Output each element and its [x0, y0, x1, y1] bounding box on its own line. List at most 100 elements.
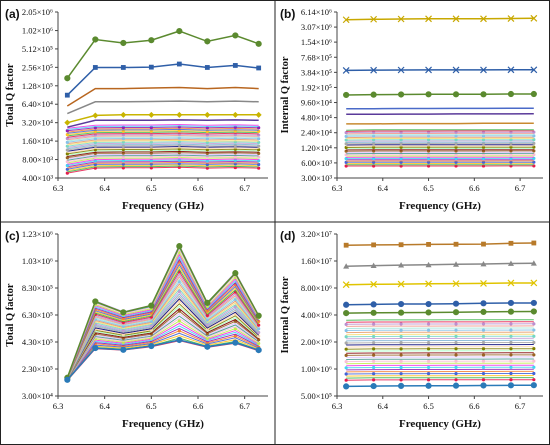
band-series-line: [67, 148, 259, 155]
series-point: [148, 342, 155, 350]
series-line: [346, 122, 534, 125]
series-point: [452, 309, 460, 316]
band-series-point: [399, 328, 403, 332]
band-series-point: [65, 159, 69, 164]
band-series-line: [67, 132, 259, 138]
band-series-point: [399, 347, 403, 351]
series-point: [425, 382, 432, 389]
band-series-line: [67, 163, 259, 170]
series-point: [343, 91, 350, 99]
band-series-line: [67, 161, 259, 169]
series-point: [397, 91, 405, 98]
series-point: [452, 382, 460, 389]
band-series-point: [509, 334, 513, 338]
y-tick-label: 4.00×10⁶: [301, 310, 332, 320]
series-point: [342, 281, 350, 289]
band-series-line: [67, 133, 259, 139]
series-point: [397, 300, 405, 308]
series-point: [530, 299, 537, 307]
series-point: [370, 382, 377, 390]
series-point: [425, 300, 432, 308]
series-line: [346, 310, 534, 314]
panel-label: (a): [5, 7, 20, 21]
x-axis-label: Frequency (GHz): [122, 200, 204, 212]
band-series-point: [65, 167, 69, 171]
y-axis-label: Total Q factor: [5, 63, 16, 127]
x-axis-label: Frequency (GHz): [399, 200, 481, 212]
band-series-line: [67, 136, 259, 142]
band-series-point: [205, 309, 209, 313]
band-series-line: [66, 303, 260, 380]
panel-label: (b): [280, 7, 295, 21]
panel-label: (c): [5, 229, 20, 243]
band-series-point: [481, 328, 486, 332]
series-point: [120, 65, 126, 70]
band-series-point: [372, 328, 376, 332]
series-point: [232, 270, 239, 277]
series-point: [481, 241, 486, 247]
band-series-line: [66, 327, 259, 381]
band-series-line: [67, 165, 259, 173]
band-series-line: [67, 160, 259, 168]
band-series-line: [66, 280, 260, 380]
series-line: [346, 302, 534, 306]
band-series-point: [344, 378, 348, 382]
band-series-line: [66, 310, 260, 380]
panel-d: (d) 5.00×10⁵ 1.00×10⁶ 2.00×10⁶ 4.00×10⁶ 8.00×…: [280, 229, 543, 430]
band-series-point: [426, 328, 431, 332]
band-series-line: [66, 283, 260, 380]
y-tick-label: 3.20×10⁷: [301, 229, 332, 239]
band-series-point: [205, 322, 209, 327]
y-tick-label: 4.80×10⁴: [301, 113, 332, 123]
band-series-point: [509, 353, 513, 357]
series-group: [64, 243, 262, 383]
band-series-line: [67, 126, 259, 132]
band-series-line: [67, 142, 259, 148]
band-series-point: [532, 359, 536, 363]
band-series-point: [399, 365, 403, 370]
series-point: [204, 343, 211, 350]
series-point: [232, 63, 238, 68]
band-series-point: [257, 334, 261, 338]
y-axis-label: Internal Q factor: [280, 56, 291, 133]
band-series-line: [346, 358, 534, 360]
band-series-point: [205, 318, 209, 322]
x-tick-label: 6.4: [377, 401, 388, 411]
band-series-line: [67, 130, 259, 136]
band-series-point: [205, 327, 209, 331]
series-point: [255, 111, 262, 118]
x-tick-label: 6.4: [377, 183, 388, 193]
x-axis-label: Frequency (GHz): [122, 418, 204, 430]
band-series-line: [67, 134, 259, 141]
band-series-point: [509, 359, 513, 363]
band-series-line: [67, 164, 259, 172]
series-point: [397, 280, 405, 288]
band-series-line: [66, 265, 260, 379]
series-point: [120, 346, 127, 353]
series-line: [346, 262, 534, 267]
band-series-point: [372, 341, 376, 345]
band-series-line: [67, 139, 259, 146]
series-point: [204, 65, 210, 70]
band-series-point: [344, 335, 348, 339]
band-series-point: [509, 347, 513, 351]
series-point: [343, 263, 350, 269]
band-series-line: [66, 315, 259, 381]
x-tick-label: 6.5: [423, 183, 434, 193]
band-series-point: [509, 371, 513, 376]
band-series-line: [67, 153, 259, 160]
x-tick-label: 6.4: [99, 183, 110, 193]
band-series-line: [346, 375, 534, 377]
series-point: [232, 32, 239, 39]
x-tick-label: 6.3: [332, 401, 343, 411]
series-line: [346, 17, 534, 21]
y-tick-label: 3.20×10⁴: [22, 118, 53, 128]
band-series-point: [481, 347, 486, 351]
band-series-line: [66, 293, 260, 380]
band-series-point: [65, 129, 69, 133]
band-series-line: [66, 290, 260, 380]
band-series-line: [66, 275, 260, 379]
band-series-line: [346, 337, 534, 340]
series-point: [64, 92, 70, 98]
band-series-point: [426, 334, 431, 339]
